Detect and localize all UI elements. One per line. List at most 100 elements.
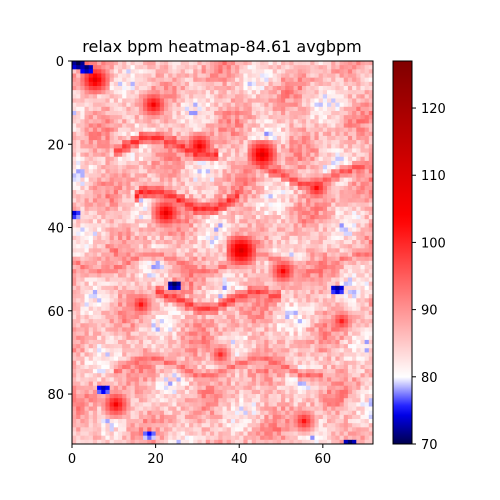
heatmap-cell bbox=[343, 302, 349, 308]
heatmap-cell bbox=[297, 127, 303, 133]
heatmap-cell bbox=[80, 102, 85, 108]
heatmap-cell bbox=[301, 302, 307, 308]
heatmap-cell bbox=[310, 98, 315, 104]
heatmap-cell bbox=[331, 61, 336, 66]
heatmap-cell bbox=[130, 85, 136, 91]
heatmap-cell bbox=[352, 248, 357, 253]
heatmap-cell bbox=[352, 277, 357, 283]
heatmap-cell bbox=[255, 235, 261, 241]
heatmap-cell bbox=[230, 144, 236, 149]
heatmap-cell bbox=[197, 306, 202, 312]
heatmap-cell bbox=[117, 77, 123, 83]
heatmap-cell bbox=[318, 339, 324, 345]
heatmap-cell bbox=[80, 277, 85, 283]
heatmap-cell bbox=[272, 152, 278, 158]
heatmap-cell bbox=[143, 248, 148, 253]
heatmap-cell bbox=[184, 306, 190, 312]
heatmap-cell bbox=[143, 215, 148, 220]
heatmap-cell bbox=[360, 131, 366, 137]
heatmap-cell bbox=[293, 281, 299, 287]
heatmap-cell bbox=[134, 298, 140, 303]
heatmap-cell bbox=[247, 131, 253, 137]
heatmap-cell bbox=[293, 202, 299, 208]
heatmap-cell bbox=[243, 269, 248, 274]
heatmap-cell bbox=[322, 144, 328, 149]
heatmap-cell bbox=[281, 165, 286, 170]
heatmap-cell bbox=[301, 65, 307, 70]
heatmap-cell bbox=[72, 181, 77, 187]
heatmap-cell bbox=[310, 298, 315, 303]
heatmap-cell bbox=[301, 135, 307, 141]
heatmap-cell bbox=[276, 131, 282, 137]
heatmap-cell bbox=[117, 289, 123, 295]
heatmap-cell bbox=[339, 140, 345, 145]
heatmap-cell bbox=[155, 289, 161, 295]
heatmap-cell bbox=[168, 215, 173, 220]
heatmap-cell bbox=[109, 73, 115, 79]
heatmap-cell bbox=[197, 194, 202, 199]
heatmap-cell bbox=[264, 298, 269, 303]
heatmap-cell bbox=[243, 289, 248, 295]
heatmap-cell bbox=[243, 106, 248, 112]
heatmap-cell bbox=[331, 110, 336, 116]
heatmap-cell bbox=[214, 90, 219, 95]
heatmap-cell bbox=[247, 69, 253, 74]
heatmap-cell bbox=[147, 244, 152, 249]
heatmap-cell bbox=[339, 173, 345, 178]
heatmap-cell bbox=[368, 215, 374, 220]
heatmap-cell bbox=[201, 90, 207, 95]
heatmap-cell bbox=[281, 98, 286, 104]
heatmap-cell bbox=[356, 339, 361, 345]
heatmap-cell bbox=[218, 169, 223, 174]
heatmap-cell bbox=[201, 115, 207, 120]
heatmap-cell bbox=[276, 298, 282, 303]
heatmap-cell bbox=[92, 198, 98, 203]
heatmap-cell bbox=[368, 90, 374, 95]
heatmap-cell bbox=[80, 240, 85, 245]
heatmap-cell bbox=[147, 223, 152, 228]
heatmap-cell bbox=[151, 244, 157, 249]
heatmap-cell bbox=[197, 181, 202, 187]
heatmap-cell bbox=[314, 94, 320, 99]
heatmap-cell bbox=[360, 160, 366, 166]
heatmap-cell bbox=[126, 227, 131, 233]
heatmap-cell bbox=[134, 310, 140, 316]
heatmap-cell bbox=[134, 227, 140, 233]
heatmap-cell bbox=[189, 131, 194, 137]
heatmap-cell bbox=[184, 281, 190, 287]
heatmap-cell bbox=[76, 65, 81, 70]
heatmap-cell bbox=[126, 277, 131, 283]
heatmap-cell bbox=[205, 73, 211, 79]
heatmap-cell bbox=[201, 148, 207, 153]
heatmap-cell bbox=[235, 123, 240, 129]
heatmap-cell bbox=[97, 102, 102, 108]
heatmap-cell bbox=[356, 81, 361, 87]
heatmap-cell bbox=[201, 73, 207, 79]
heatmap-cell bbox=[172, 185, 177, 191]
heatmap-cell bbox=[335, 152, 340, 158]
heatmap-cell bbox=[143, 244, 148, 249]
heatmap-cell bbox=[168, 160, 173, 166]
heatmap-cell bbox=[335, 69, 340, 74]
heatmap-cell bbox=[260, 198, 265, 203]
heatmap-cell bbox=[168, 331, 173, 337]
heatmap-cell bbox=[272, 319, 278, 324]
heatmap-cell bbox=[172, 190, 177, 195]
heatmap-cell bbox=[72, 281, 77, 287]
heatmap-cell bbox=[105, 231, 111, 237]
heatmap-cell bbox=[347, 294, 353, 299]
heatmap-cell bbox=[297, 81, 303, 87]
heatmap-cell bbox=[184, 269, 190, 274]
heatmap-cell bbox=[281, 344, 286, 349]
heatmap-cell bbox=[126, 302, 131, 308]
heatmap-cell bbox=[101, 240, 106, 245]
heatmap-cell bbox=[151, 69, 157, 74]
heatmap-cell bbox=[268, 185, 274, 191]
heatmap-cell bbox=[197, 302, 202, 308]
heatmap-cell bbox=[130, 344, 136, 349]
heatmap-cell bbox=[264, 248, 269, 253]
heatmap-cell bbox=[314, 198, 320, 203]
heatmap-cell bbox=[143, 231, 148, 237]
heatmap-cell bbox=[260, 115, 265, 120]
heatmap-cell bbox=[88, 152, 94, 158]
